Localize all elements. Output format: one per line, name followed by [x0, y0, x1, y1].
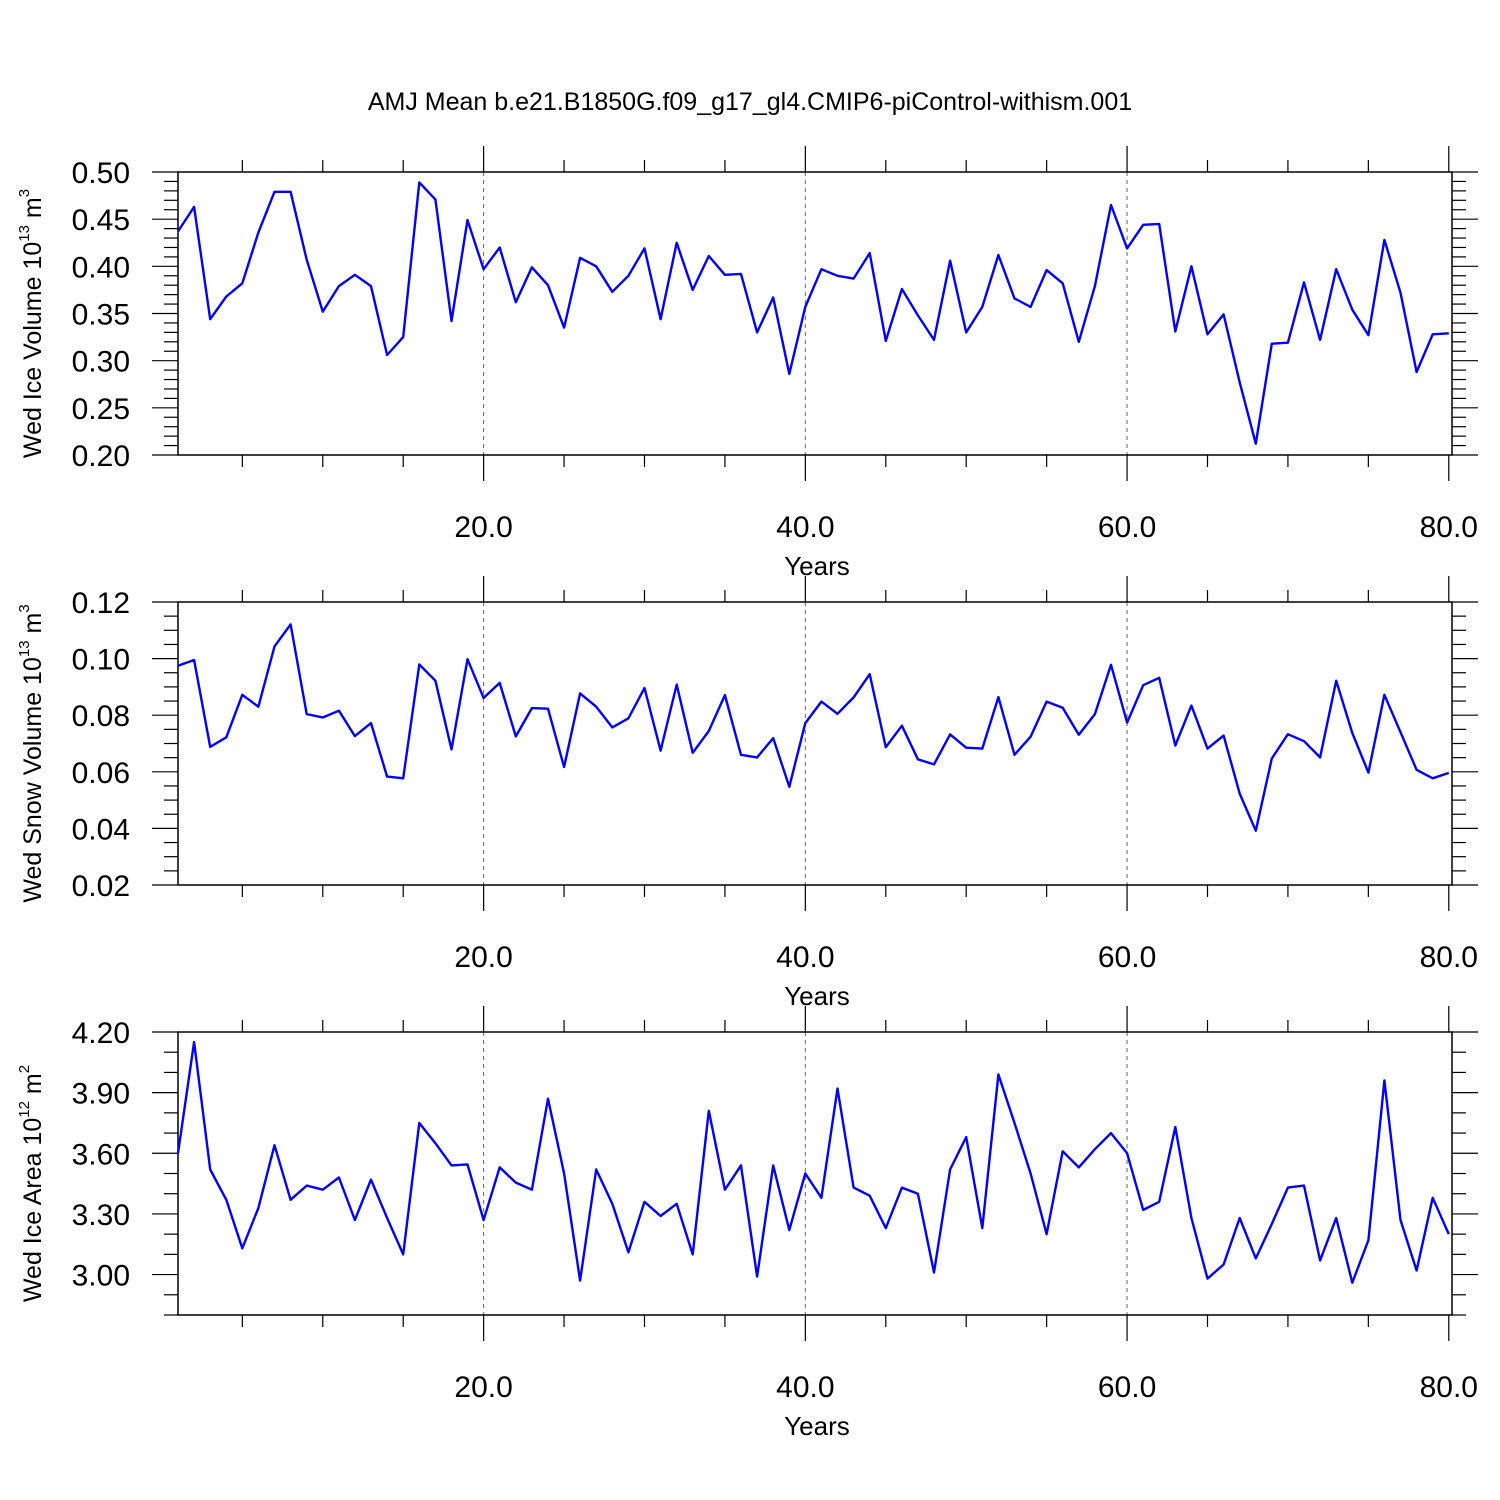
x-tick-label: 60.0 — [1098, 1371, 1156, 1404]
y-axis-label-exponent: 13 — [16, 225, 33, 242]
axis-ticks — [152, 1006, 1478, 1341]
series-line — [176, 181, 1449, 445]
x-tick-label: 80.0 — [1420, 511, 1478, 544]
x-tick-label: 20.0 — [454, 511, 512, 544]
x-axis-label: Years — [784, 981, 850, 1011]
y-axis-label: Wed Ice Area 1012 m2 — [16, 1065, 47, 1302]
y-tick-label: 0.35 — [72, 299, 130, 332]
x-tick-label: 60.0 — [1098, 511, 1156, 544]
x-tick-labels: 20.0 40.0 60.0 80.0 — [454, 511, 1478, 544]
grid-lines — [483, 602, 1128, 885]
y-tick-label: 3.60 — [72, 1138, 130, 1171]
x-tick-labels: 20.0 40.0 60.0 80.0 — [454, 1371, 1478, 1404]
panel-ice-volume: 0.20 0.25 0.30 0.35 0.40 0.45 0.50 20.0 40.0 60.… — [16, 146, 1478, 581]
plot-frame — [177, 1031, 1453, 1316]
y-tick-label: 0.12 — [72, 587, 130, 620]
y-tick-label: 0.30 — [72, 346, 130, 379]
panel-ice-area: 3.00 3.30 3.60 3.90 4.20 20.0 40.0 60.0 80.0 Ye… — [16, 1006, 1478, 1441]
grid-lines — [483, 172, 1128, 455]
plot-frame — [177, 601, 1453, 886]
grid-lines — [483, 1032, 1128, 1315]
x-tick-label: 40.0 — [776, 941, 834, 974]
y-tick-label: 0.50 — [72, 157, 130, 190]
x-tick-label: 40.0 — [776, 1371, 834, 1404]
y-axis-label-unit-exponent: 3 — [16, 189, 33, 197]
y-tick-label: 0.40 — [72, 251, 130, 284]
y-tick-labels: 0.02 0.04 0.06 0.08 0.10 0.12 — [72, 587, 130, 903]
x-tick-label: 80.0 — [1420, 1371, 1478, 1404]
y-axis-label-unit-exponent: 2 — [16, 1065, 33, 1073]
y-axis-label-main: Wed Ice Volume 10 — [19, 242, 47, 458]
y-axis-label: Wed Ice Volume 1013 m3 — [16, 189, 47, 458]
x-axis-label: Years — [784, 1411, 850, 1441]
y-axis-label-unit: m — [19, 1073, 47, 1101]
axis-ticks — [152, 576, 1478, 911]
series-layer — [177, 623, 1450, 832]
y-axis-label: Wed Snow Volume 1013 m3 — [16, 604, 47, 902]
y-axis-label-main: Wed Ice Area 10 — [19, 1118, 47, 1302]
x-tick-label: 60.0 — [1098, 941, 1156, 974]
series-line — [177, 623, 1450, 832]
y-tick-label: 0.08 — [72, 700, 130, 733]
y-tick-label: 3.90 — [72, 1078, 130, 1111]
panel-snow-volume: 0.02 0.04 0.06 0.08 0.10 0.12 20.0 40.0 60.0 80.… — [16, 576, 1478, 1011]
series-line — [176, 1040, 1450, 1284]
y-tick-labels: 3.00 3.30 3.60 3.90 4.20 — [72, 1017, 130, 1293]
y-tick-labels: 0.20 0.25 0.30 0.35 0.40 0.45 0.50 — [72, 157, 130, 473]
y-axis-label-unit: m — [19, 197, 47, 225]
axis-ticks — [152, 146, 1478, 481]
chart-title: AMJ Mean b.e21.B1850G.f09_g17_gl4.CMIP6-… — [368, 88, 1132, 116]
y-axis-label-exponent: 13 — [16, 640, 33, 657]
x-axis-label: Years — [784, 551, 850, 581]
series-layer — [176, 1040, 1450, 1284]
y-tick-label: 0.20 — [72, 440, 130, 473]
series-layer — [176, 181, 1449, 445]
y-axis-label-unit: m — [19, 613, 47, 641]
y-tick-label: 0.45 — [72, 204, 130, 237]
plot-frame — [177, 171, 1453, 456]
x-tick-label: 80.0 — [1420, 941, 1478, 974]
y-tick-label: 0.04 — [72, 813, 130, 846]
y-axis-label-exponent: 12 — [16, 1101, 33, 1118]
y-tick-label: 0.10 — [72, 644, 130, 677]
y-tick-label: 3.00 — [72, 1260, 130, 1293]
x-tick-label: 20.0 — [454, 941, 512, 974]
y-tick-label: 4.20 — [72, 1017, 130, 1050]
x-tick-label: 40.0 — [776, 511, 834, 544]
x-tick-label: 20.0 — [454, 1371, 512, 1404]
y-tick-label: 0.06 — [72, 757, 130, 790]
x-tick-labels: 20.0 40.0 60.0 80.0 — [454, 941, 1478, 974]
y-axis-label-unit-exponent: 3 — [16, 604, 33, 612]
y-axis-label-main: Wed Snow Volume 10 — [19, 657, 47, 903]
y-tick-label: 3.30 — [72, 1199, 130, 1232]
y-tick-label: 0.25 — [72, 393, 130, 426]
y-tick-label: 0.02 — [72, 870, 130, 903]
